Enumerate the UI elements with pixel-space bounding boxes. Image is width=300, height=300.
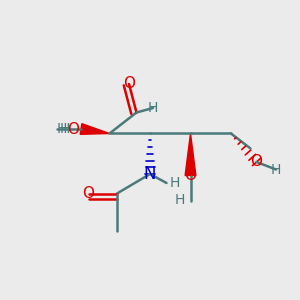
Text: H: H xyxy=(271,163,281,176)
Text: O: O xyxy=(82,186,94,201)
Polygon shape xyxy=(80,124,110,134)
Text: H: H xyxy=(175,193,185,206)
Text: H: H xyxy=(60,122,70,136)
Text: N: N xyxy=(144,165,156,183)
Text: H: H xyxy=(56,122,67,136)
Text: O: O xyxy=(68,122,80,136)
Text: H: H xyxy=(148,101,158,115)
Text: O: O xyxy=(184,168,196,183)
Polygon shape xyxy=(185,134,196,176)
Text: O: O xyxy=(123,76,135,92)
Text: H: H xyxy=(169,176,180,190)
Text: O: O xyxy=(250,154,262,169)
